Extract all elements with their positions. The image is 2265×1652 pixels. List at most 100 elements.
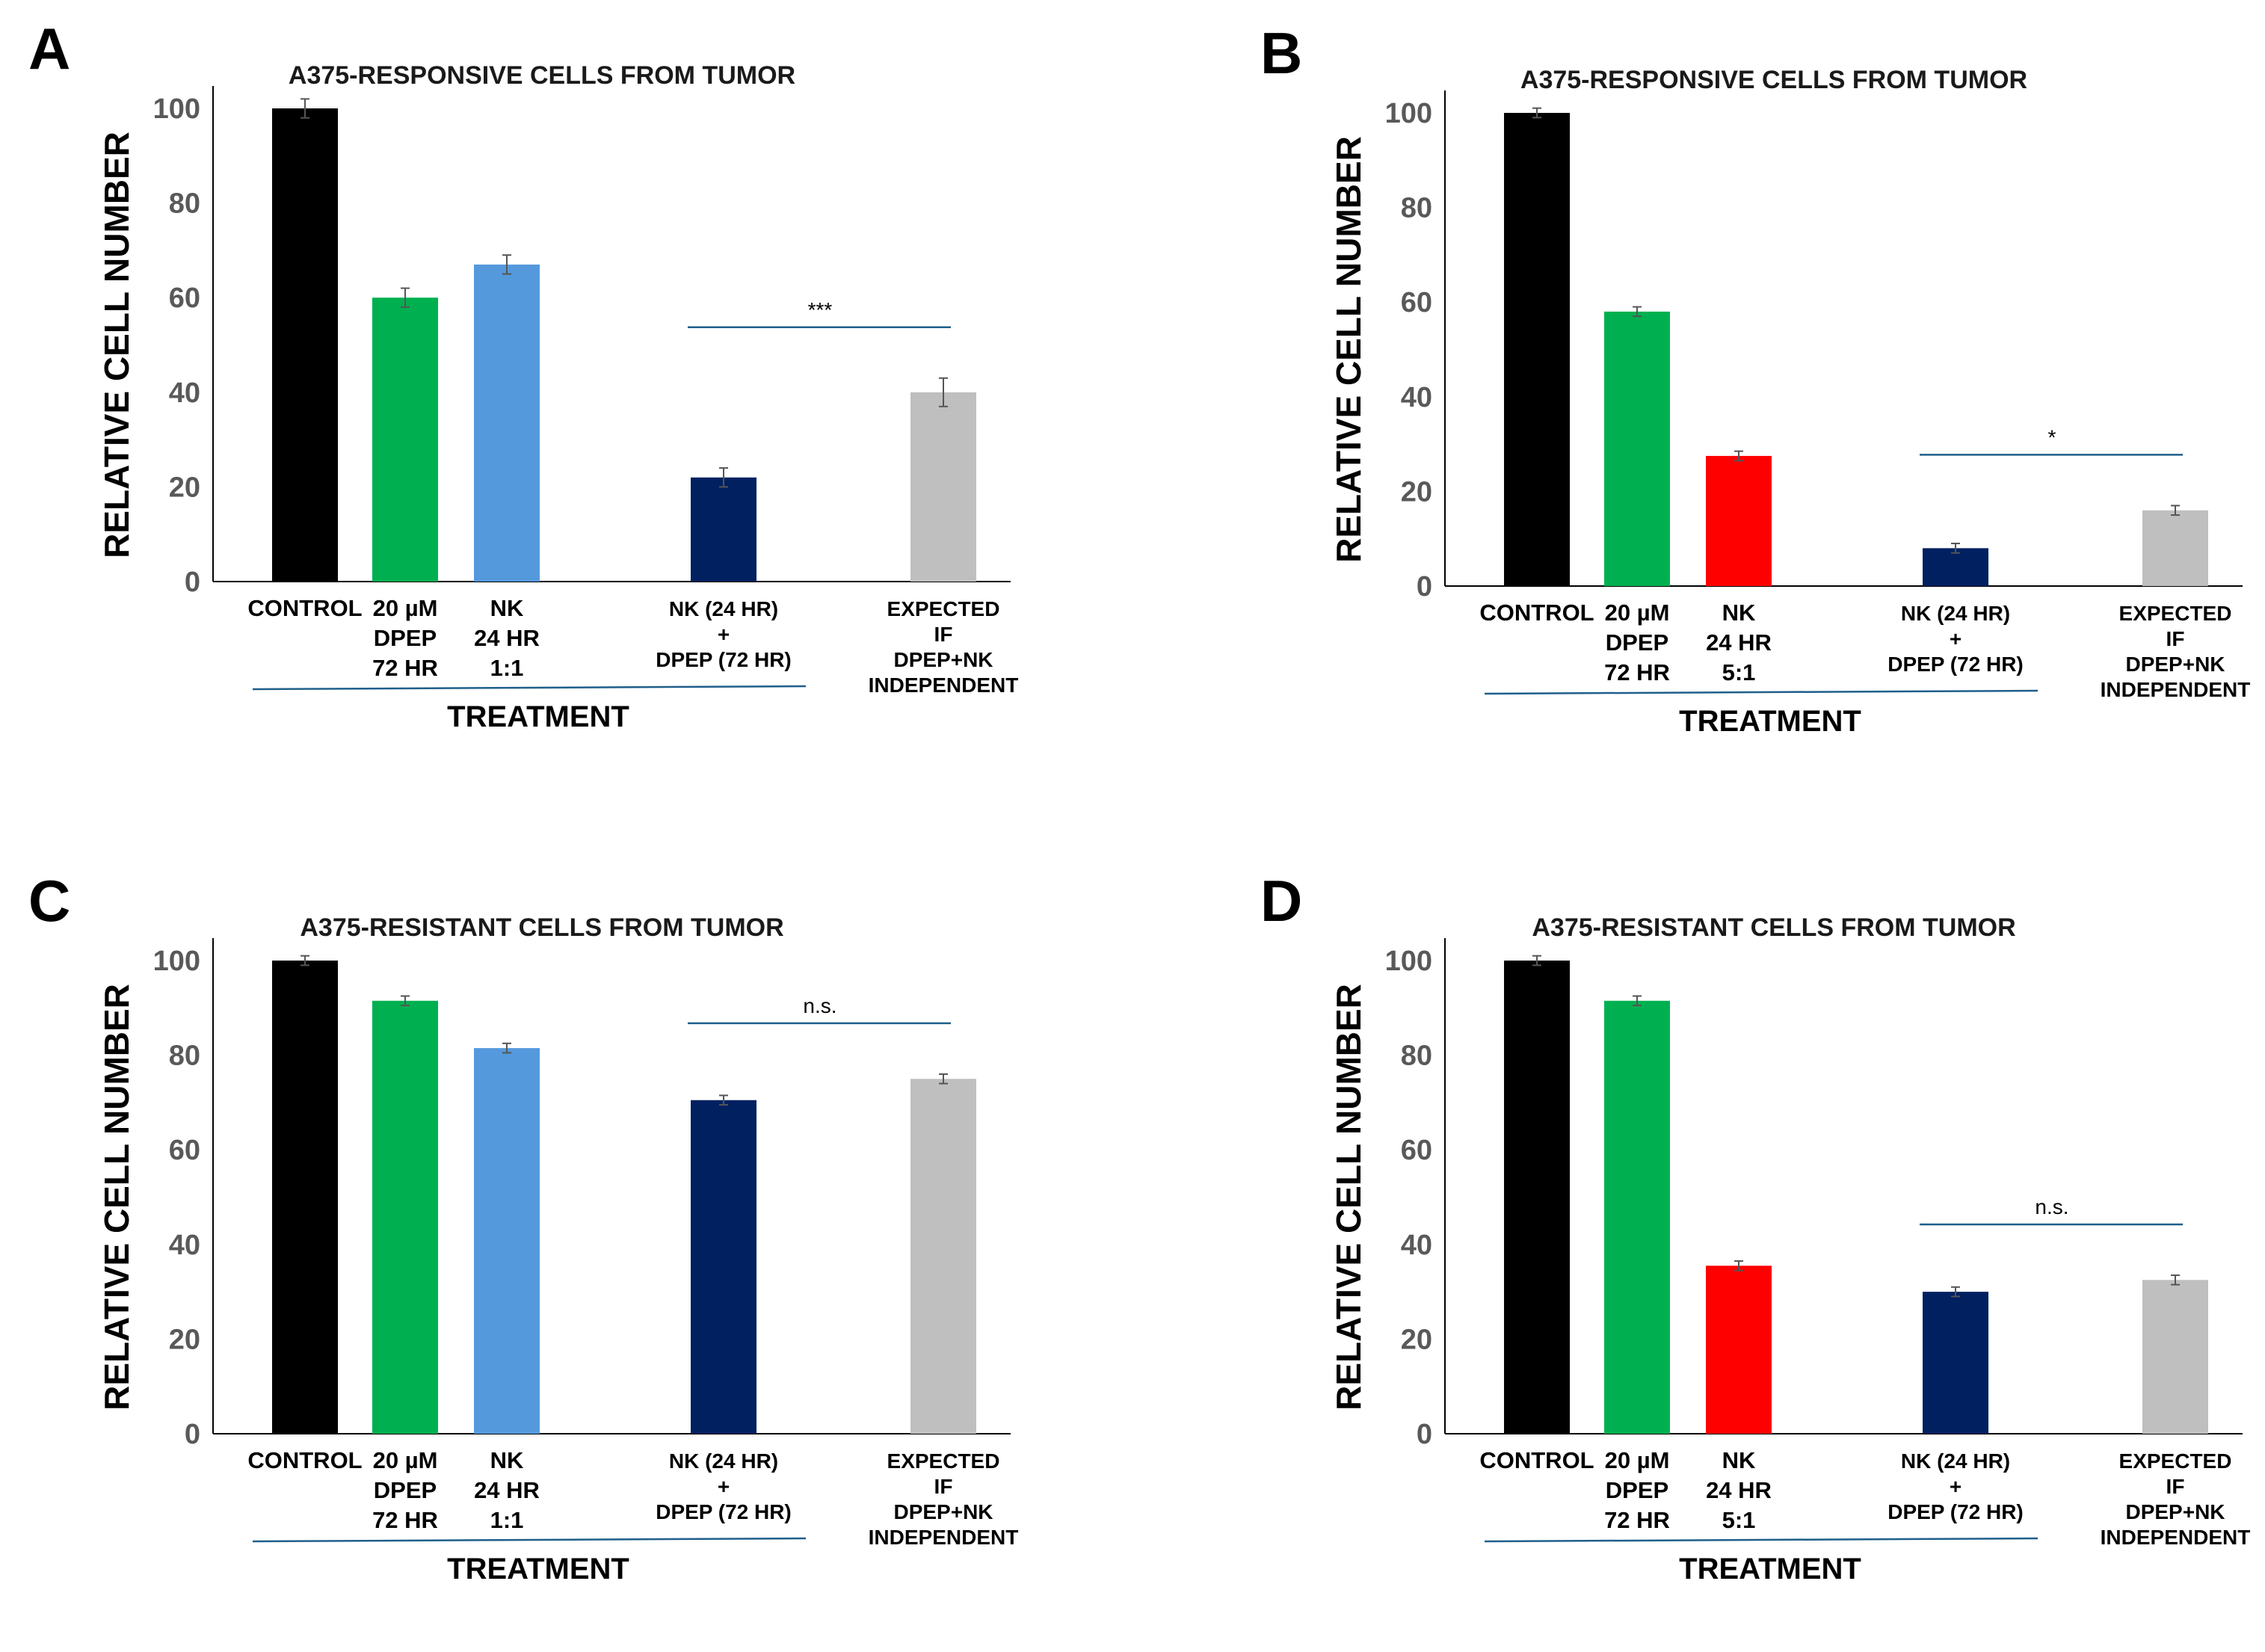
y-axis-label: RELATIVE CELL NUMBER <box>1329 984 1368 1411</box>
y-tick-label: 60 <box>169 1135 200 1166</box>
category-label: DPEP (72 HR) <box>656 648 792 671</box>
bar <box>1706 455 1772 586</box>
category-label: 1:1 <box>490 655 524 681</box>
category-label: INDEPENDENT <box>869 674 1019 697</box>
treatment-line <box>1484 1537 2038 1543</box>
y-tick-label: 40 <box>1401 382 1432 413</box>
y-tick-label: 0 <box>1417 571 1432 602</box>
x-axis-label: TREATMENT <box>447 700 629 733</box>
x-axis-label: TREATMENT <box>447 1553 629 1585</box>
y-tick-label: 20 <box>1401 1324 1432 1355</box>
y-tick-label: 60 <box>1401 287 1432 318</box>
category-label: IF <box>934 623 953 646</box>
bar <box>272 961 338 1434</box>
category-label: DPEP+NK <box>2125 1500 2225 1523</box>
panel-a: A A375-RESPONSIVE CELLS FROM TUMOR RELATIV… <box>0 0 1132 800</box>
bar <box>1923 548 1988 586</box>
x-axis-label: TREATMENT <box>1679 705 1861 738</box>
y-tick-label: 40 <box>169 377 200 409</box>
y-tick-label: 100 <box>153 946 200 977</box>
panel-letter: B <box>1260 20 1302 86</box>
panel-d: D A375-RESISTANT CELLS FROM TUMOR RELATIVE… <box>1232 852 2265 1652</box>
category-label: DPEP+NK <box>893 648 993 671</box>
category-label: 5:1 <box>1722 659 1756 685</box>
category-label: NK (24 HR) <box>669 1449 778 1473</box>
bar <box>1706 1266 1772 1434</box>
significance-label: n.s. <box>803 994 836 1017</box>
category-label: + <box>1950 627 1962 650</box>
category-label: 20 µM <box>1605 600 1670 626</box>
bar <box>1604 311 1670 586</box>
category-label: 5:1 <box>1722 1507 1756 1533</box>
category-label: DPEP <box>374 625 437 651</box>
category-label: DPEP (72 HR) <box>1888 653 2024 676</box>
category-label: DPEP+NK <box>893 1500 993 1523</box>
category-label: DPEP <box>374 1477 437 1503</box>
bar <box>910 1079 976 1434</box>
category-label: EXPECTED <box>887 1449 1000 1473</box>
y-tick-label: 0 <box>1417 1419 1432 1450</box>
category-label: EXPECTED <box>887 597 1000 620</box>
y-tick-label: 100 <box>1385 98 1432 129</box>
category-label: DPEP <box>1606 1477 1668 1503</box>
category-label: EXPECTED <box>2119 602 2232 625</box>
category-label: INDEPENDENT <box>869 1526 1019 1549</box>
category-label: 72 HR <box>1604 1507 1670 1533</box>
y-tick-label: 20 <box>169 1324 200 1355</box>
category-label: + <box>1950 1475 1962 1498</box>
bar <box>691 1100 756 1434</box>
y-tick-label: 60 <box>169 283 200 314</box>
panel-letter: D <box>1260 868 1302 934</box>
panel-b: B A375-RESPONSIVE CELLS FROM TUMOR RELATIV… <box>1232 4 2265 804</box>
category-label: 20 µM <box>1605 1447 1670 1473</box>
category-label: DPEP (72 HR) <box>656 1500 792 1523</box>
y-axis-label: RELATIVE CELL NUMBER <box>97 132 136 558</box>
category-label: CONTROL <box>247 1447 362 1473</box>
category-label: NK <box>490 1447 524 1473</box>
chart-title: A375-RESISTANT CELLS FROM TUMOR <box>1532 913 2015 942</box>
bar <box>372 1000 438 1434</box>
category-label: 1:1 <box>490 1507 524 1533</box>
y-tick-label: 20 <box>169 472 200 503</box>
bar <box>1504 113 1570 586</box>
bar <box>691 477 756 582</box>
y-tick-label: 80 <box>1401 193 1432 224</box>
category-label: NK (24 HR) <box>1901 1449 2010 1473</box>
y-tick-label: 80 <box>169 188 200 220</box>
y-tick-label: 80 <box>169 1041 200 1072</box>
bar-chart-c: C A375-RESISTANT CELLS FROM TUMOR RELATIVE… <box>28 868 1019 1585</box>
bar-chart-a: A A375-RESPONSIVE CELLS FROM TUMOR RELATIV… <box>28 16 1019 733</box>
category-label: 72 HR <box>372 1507 438 1533</box>
panel-c: C A375-RESISTANT CELLS FROM TUMOR RELATIVE… <box>0 852 1132 1652</box>
category-label: NK <box>490 595 524 621</box>
y-tick-label: 0 <box>185 567 200 598</box>
category-label: INDEPENDENT <box>2101 1526 2251 1549</box>
significance-label: *** <box>808 298 833 321</box>
bar <box>474 264 540 582</box>
category-label: NK <box>1722 600 1756 626</box>
category-label: 20 µM <box>373 595 438 621</box>
category-label: DPEP <box>1606 629 1668 656</box>
category-label: NK <box>1722 1447 1756 1473</box>
category-label: 72 HR <box>372 655 438 681</box>
category-label: INDEPENDENT <box>2101 678 2251 701</box>
y-axis-label: RELATIVE CELL NUMBER <box>97 984 136 1411</box>
chart-title: A375-RESPONSIVE CELLS FROM TUMOR <box>1520 66 2027 94</box>
category-label: 72 HR <box>1604 659 1670 685</box>
bar <box>910 392 976 582</box>
bar <box>372 298 438 582</box>
category-label: DPEP+NK <box>2125 653 2225 676</box>
category-label: 20 µM <box>373 1447 438 1473</box>
bar <box>1504 961 1570 1434</box>
category-label: 24 HR <box>1706 1477 1772 1503</box>
y-tick-label: 0 <box>185 1419 200 1450</box>
category-label: NK (24 HR) <box>1901 602 2010 625</box>
category-label: 24 HR <box>474 625 540 651</box>
category-label: IF <box>2166 1475 2185 1498</box>
y-tick-label: 40 <box>1401 1230 1432 1261</box>
category-label: CONTROL <box>247 595 362 621</box>
y-tick-label: 40 <box>169 1230 200 1261</box>
bar-chart-b: B A375-RESPONSIVE CELLS FROM TUMOR RELATIV… <box>1260 20 2251 738</box>
bar <box>474 1048 540 1434</box>
panel-letter: C <box>28 868 70 934</box>
